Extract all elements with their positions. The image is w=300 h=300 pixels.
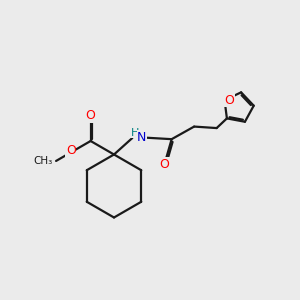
Text: O: O <box>159 158 169 171</box>
Text: O: O <box>66 144 76 157</box>
Text: H: H <box>130 128 139 138</box>
Text: O: O <box>86 109 96 122</box>
Text: CH₃: CH₃ <box>34 156 53 166</box>
Text: N: N <box>137 131 147 144</box>
Text: O: O <box>224 94 234 107</box>
